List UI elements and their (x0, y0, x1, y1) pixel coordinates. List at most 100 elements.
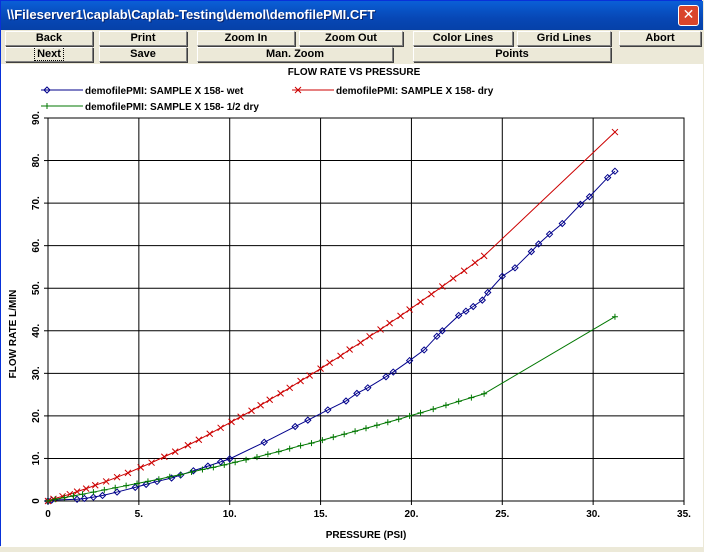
x-tick-label: 30. (586, 509, 600, 520)
data-point (306, 372, 314, 379)
data-point (341, 431, 348, 438)
points-button[interactable]: Points (413, 47, 611, 62)
data-point (462, 307, 470, 315)
series-group (44, 167, 619, 505)
data-point (455, 398, 462, 405)
data-point (373, 422, 380, 429)
data-point (611, 313, 618, 320)
data-point (98, 491, 107, 500)
data-point (545, 230, 554, 238)
data-point (260, 438, 268, 446)
data-point (277, 389, 284, 397)
save-button[interactable]: Save (99, 47, 187, 62)
data-point (308, 440, 315, 447)
data-point (357, 339, 364, 347)
data-point (511, 264, 519, 272)
data-point (79, 491, 86, 498)
data-point (243, 456, 250, 463)
data-point (112, 484, 119, 491)
data-point (377, 326, 384, 333)
data-point (184, 441, 192, 449)
data-point (478, 296, 487, 304)
data-point (195, 436, 203, 444)
grid-lines-button[interactable]: Grid Lines (517, 31, 611, 46)
y-tick-label: 60. (31, 238, 42, 252)
abort-button[interactable]: Abort (619, 31, 701, 46)
data-point (363, 425, 369, 432)
print-button[interactable]: Print (99, 31, 187, 46)
zoom-in-button[interactable]: Zoom In (197, 31, 295, 46)
y-tick-label: 50. (31, 281, 42, 295)
data-point (264, 451, 271, 458)
data-point (430, 406, 437, 413)
data-point (155, 476, 162, 483)
data-point (90, 489, 97, 496)
y-tick-label: 90. (31, 111, 42, 125)
legend-label: demofilePMI: SAMPLE X 158- dry (336, 86, 494, 97)
next-button-label: Next (34, 48, 64, 61)
title-bar[interactable]: \\Fileserver1\caplab\Caplab-Testing\demo… (1, 1, 703, 30)
data-point (364, 384, 372, 392)
data-point (177, 471, 184, 478)
data-point (124, 469, 132, 477)
data-point (232, 459, 239, 466)
data-point (481, 390, 488, 397)
data-point (527, 247, 536, 256)
data-point (113, 473, 121, 481)
data-point (406, 412, 413, 419)
data-point (366, 332, 373, 340)
data-point (221, 461, 228, 468)
back-button[interactable]: Back (5, 31, 93, 46)
data-point (576, 200, 585, 209)
data-point (397, 312, 404, 320)
series-line (47, 316, 616, 502)
data-point (113, 488, 121, 496)
data-point (454, 311, 463, 320)
data-point (204, 462, 212, 470)
data-point (217, 424, 224, 432)
chart-grid (47, 117, 685, 502)
data-point (317, 365, 324, 373)
data-point (558, 219, 566, 228)
data-point (45, 498, 51, 504)
data-point (353, 389, 361, 398)
data-point (534, 240, 543, 248)
close-button[interactable]: ✕ (678, 5, 699, 26)
data-point (275, 448, 282, 455)
color-lines-button[interactable]: Color Lines (413, 31, 513, 46)
y-tick-label: 70. (31, 196, 42, 210)
data-point (226, 455, 234, 463)
data-point (384, 419, 391, 426)
plot-frame (47, 117, 685, 502)
data-point (171, 448, 179, 455)
chart-legend: demofilePMI: SAMPLE X 158- wet demofilePM… (41, 86, 494, 113)
x-tick-label: 35. (677, 509, 691, 520)
data-point (286, 445, 293, 452)
next-button[interactable]: Next (5, 47, 93, 62)
data-point (101, 486, 108, 493)
toolbar: Back Print Zoom In Zoom Out Color Lines … (1, 30, 703, 64)
chart-title: FLOW RATE VS PRESSURE (288, 67, 421, 78)
data-point (257, 401, 264, 409)
data-point (405, 356, 414, 365)
data-point (102, 478, 110, 485)
data-point (294, 86, 302, 94)
data-point (52, 496, 59, 503)
data-point (304, 416, 312, 424)
data-point (460, 267, 468, 275)
data-point (80, 494, 89, 503)
y-tick-label: 0 (31, 498, 42, 504)
plot-area: FLOW RATE VS PRESSURE demofilePMI: SAMPL… (1, 64, 703, 547)
data-point (352, 428, 359, 435)
chart-axes: 0 5. 10. 15. 20. 25. 30. 35. 0 10. 20. 30. 40. 50. 60.… (31, 111, 691, 520)
series-group (45, 313, 618, 504)
window-title: \\Fileserver1\caplab\Caplab-Testing\demo… (7, 7, 376, 22)
man-zoom-button[interactable]: Man. Zoom (197, 47, 393, 62)
data-point (342, 397, 350, 405)
data-point (433, 332, 441, 341)
zoom-out-button[interactable]: Zoom Out (299, 31, 403, 46)
data-point (61, 494, 68, 501)
data-point (297, 442, 304, 449)
data-point (484, 288, 492, 297)
data-point (420, 346, 428, 354)
